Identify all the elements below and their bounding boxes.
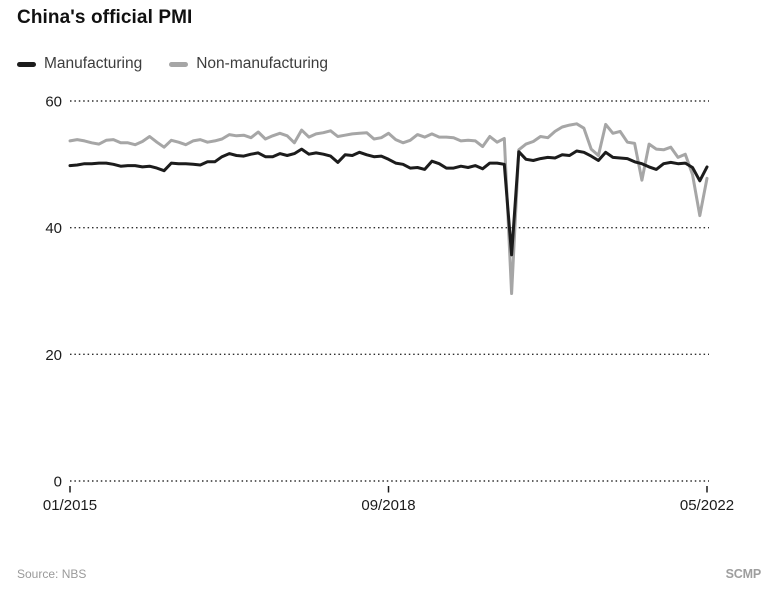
manufacturing-line-swatch-icon bbox=[17, 61, 36, 67]
legend-label-manufacturing: Manufacturing bbox=[44, 55, 143, 72]
series-line-manufacturing bbox=[68, 147, 709, 257]
chart-legend: Manufacturing Non-manufacturing bbox=[17, 55, 328, 73]
non-manufacturing-line-swatch-icon bbox=[169, 61, 189, 67]
y-tick-label-0: 0 bbox=[54, 474, 62, 491]
series-line-non-manufacturing bbox=[68, 122, 709, 295]
y-tick-label-20: 20 bbox=[45, 347, 62, 364]
source-note: Source: NBS bbox=[17, 567, 87, 581]
x-tick-label: 05/2022 bbox=[680, 497, 734, 514]
y-tick-label-60: 60 bbox=[45, 94, 62, 111]
page-title: China's official PMI bbox=[17, 7, 193, 28]
legend-item-non-manufacturing: Non-manufacturing bbox=[169, 55, 328, 73]
legend-item-manufacturing: Manufacturing bbox=[17, 55, 142, 73]
legend-label-non-manufacturing: Non-manufacturing bbox=[196, 55, 329, 72]
x-tick-label: 09/2018 bbox=[361, 497, 415, 514]
x-tick-label: 01/2015 bbox=[43, 497, 97, 514]
scmp-logo: SCMP bbox=[725, 567, 762, 581]
y-tick-label-40: 40 bbox=[45, 220, 62, 237]
